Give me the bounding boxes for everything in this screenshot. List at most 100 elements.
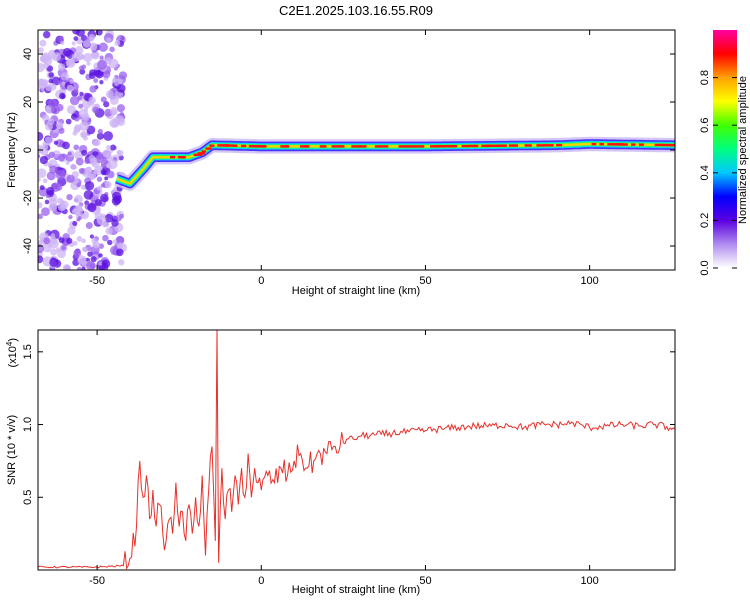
ridge-peak: [240, 144, 247, 148]
noise-blob: [66, 84, 74, 92]
colorbar-ticks: 0.0 0.2 0.4 0.6 0.8: [699, 70, 737, 276]
noise-blob: [77, 255, 87, 265]
noise-blob: [39, 185, 45, 191]
noise-blob: [50, 105, 60, 115]
noise-blob: [51, 52, 62, 62]
noise-blob: [93, 78, 99, 83]
noise-blob: [93, 139, 101, 147]
noise-blob: [97, 128, 103, 135]
ridge-peak: [406, 145, 415, 148]
noise-blob: [104, 176, 109, 181]
ridge-peak: [654, 143, 664, 147]
noise-blob: [116, 248, 124, 257]
y-tick-label: 1.0: [22, 417, 34, 432]
noise-blob: [58, 237, 65, 244]
spectrogram-heatmap: [38, 30, 675, 270]
noise-blob: [86, 61, 91, 66]
ridge-peak: [339, 145, 345, 148]
y-tick-label: -20: [22, 190, 34, 206]
noise-blob: [118, 71, 128, 80]
colorbar-tick-label: 0.0: [699, 260, 711, 275]
y-tick-label: 40: [22, 48, 34, 60]
noise-blob: [96, 176, 103, 182]
ridge-peak: [512, 144, 519, 147]
noise-blob: [47, 118, 55, 126]
noise-blob: [102, 156, 107, 161]
noise-blob: [89, 157, 98, 166]
colorbar-tick-label: 0.8: [699, 70, 711, 85]
ridge-peak: [623, 143, 628, 146]
x-tick-label: 50: [419, 575, 431, 587]
noise-blob: [38, 202, 43, 209]
noise-blob: [67, 151, 72, 156]
noise-blob: [68, 214, 73, 220]
noise-blob: [80, 132, 86, 138]
noise-blob: [78, 65, 84, 71]
noise-blob: [72, 240, 78, 246]
noise-blob: [79, 121, 89, 131]
x-tick-label: 0: [258, 275, 264, 287]
ridge-peak: [351, 145, 362, 148]
noise-blob: [90, 256, 97, 263]
y-tick-label: 0.5: [22, 490, 34, 505]
noise-blob: [84, 181, 95, 191]
noise-blob: [81, 238, 86, 244]
noise-blob: [86, 261, 96, 270]
noise-blob: [94, 198, 102, 207]
noise-blob: [44, 136, 52, 143]
ridge-peak: [666, 143, 674, 147]
noise-blob: [83, 190, 94, 200]
colorbar-gradient: [713, 30, 737, 268]
noise-blob: [112, 117, 119, 123]
noise-blob: [62, 141, 70, 150]
noise-blob: [38, 47, 44, 53]
colorbar-tick-label: 0.6: [699, 118, 711, 133]
x-tick-label: 100: [580, 575, 598, 587]
ridge-peak: [437, 145, 444, 148]
ridge-peak: [497, 144, 504, 147]
noise-blob: [74, 194, 83, 204]
colorbar-label: Normalized spectral amplitude: [737, 76, 749, 224]
noise-blob: [106, 37, 112, 43]
y-tick-label: 0: [22, 147, 34, 153]
noise-blob: [91, 237, 98, 244]
ridge-peak: [193, 153, 203, 156]
noise-blob: [106, 145, 111, 150]
ridge-peak: [319, 145, 327, 148]
ridge-peak: [449, 144, 458, 148]
ridge-peak: [500, 144, 507, 147]
noise-blob: [58, 92, 66, 100]
ridge-peak: [662, 143, 668, 147]
noise-blob: [95, 69, 104, 79]
noise-blob: [95, 154, 105, 164]
colorbar: 0.0 0.2 0.4 0.6 0.8 Normalized spectral ampl…: [699, 30, 749, 276]
noise-blob: [103, 101, 110, 108]
ridge-peak: [378, 145, 389, 148]
noise-blob: [66, 174, 75, 183]
noise-blob: [69, 79, 74, 84]
noise-blob: [92, 242, 98, 248]
snr-y-label: SNR (10 * v/v): [6, 415, 18, 485]
noise-blob: [107, 159, 118, 170]
noise-blob: [99, 80, 104, 85]
noise-blob: [85, 167, 91, 173]
spectrogram-panel: -50 0 50 100 -40 -20 0 20 40 Height of straight…: [6, 29, 676, 297]
noise-blob: [116, 83, 126, 93]
noise-blob: [48, 78, 54, 84]
noise-blob: [48, 203, 57, 212]
x-tick-label: 0: [258, 575, 264, 587]
noise-blob: [76, 236, 83, 242]
noise-blob: [74, 150, 84, 160]
colorbar-tick-label: 0.2: [699, 213, 711, 228]
noise-blob: [66, 237, 73, 244]
noise-blob: [88, 36, 94, 42]
noise-blob: [66, 193, 73, 201]
noise-blob: [85, 222, 93, 230]
ridge-peak: [181, 156, 186, 159]
noise-blob: [98, 42, 108, 52]
noise-blob: [80, 34, 88, 42]
noise-blob: [100, 169, 107, 176]
noise-blob: [97, 59, 107, 70]
noise-blob: [79, 91, 84, 97]
noise-blob: [38, 168, 47, 178]
